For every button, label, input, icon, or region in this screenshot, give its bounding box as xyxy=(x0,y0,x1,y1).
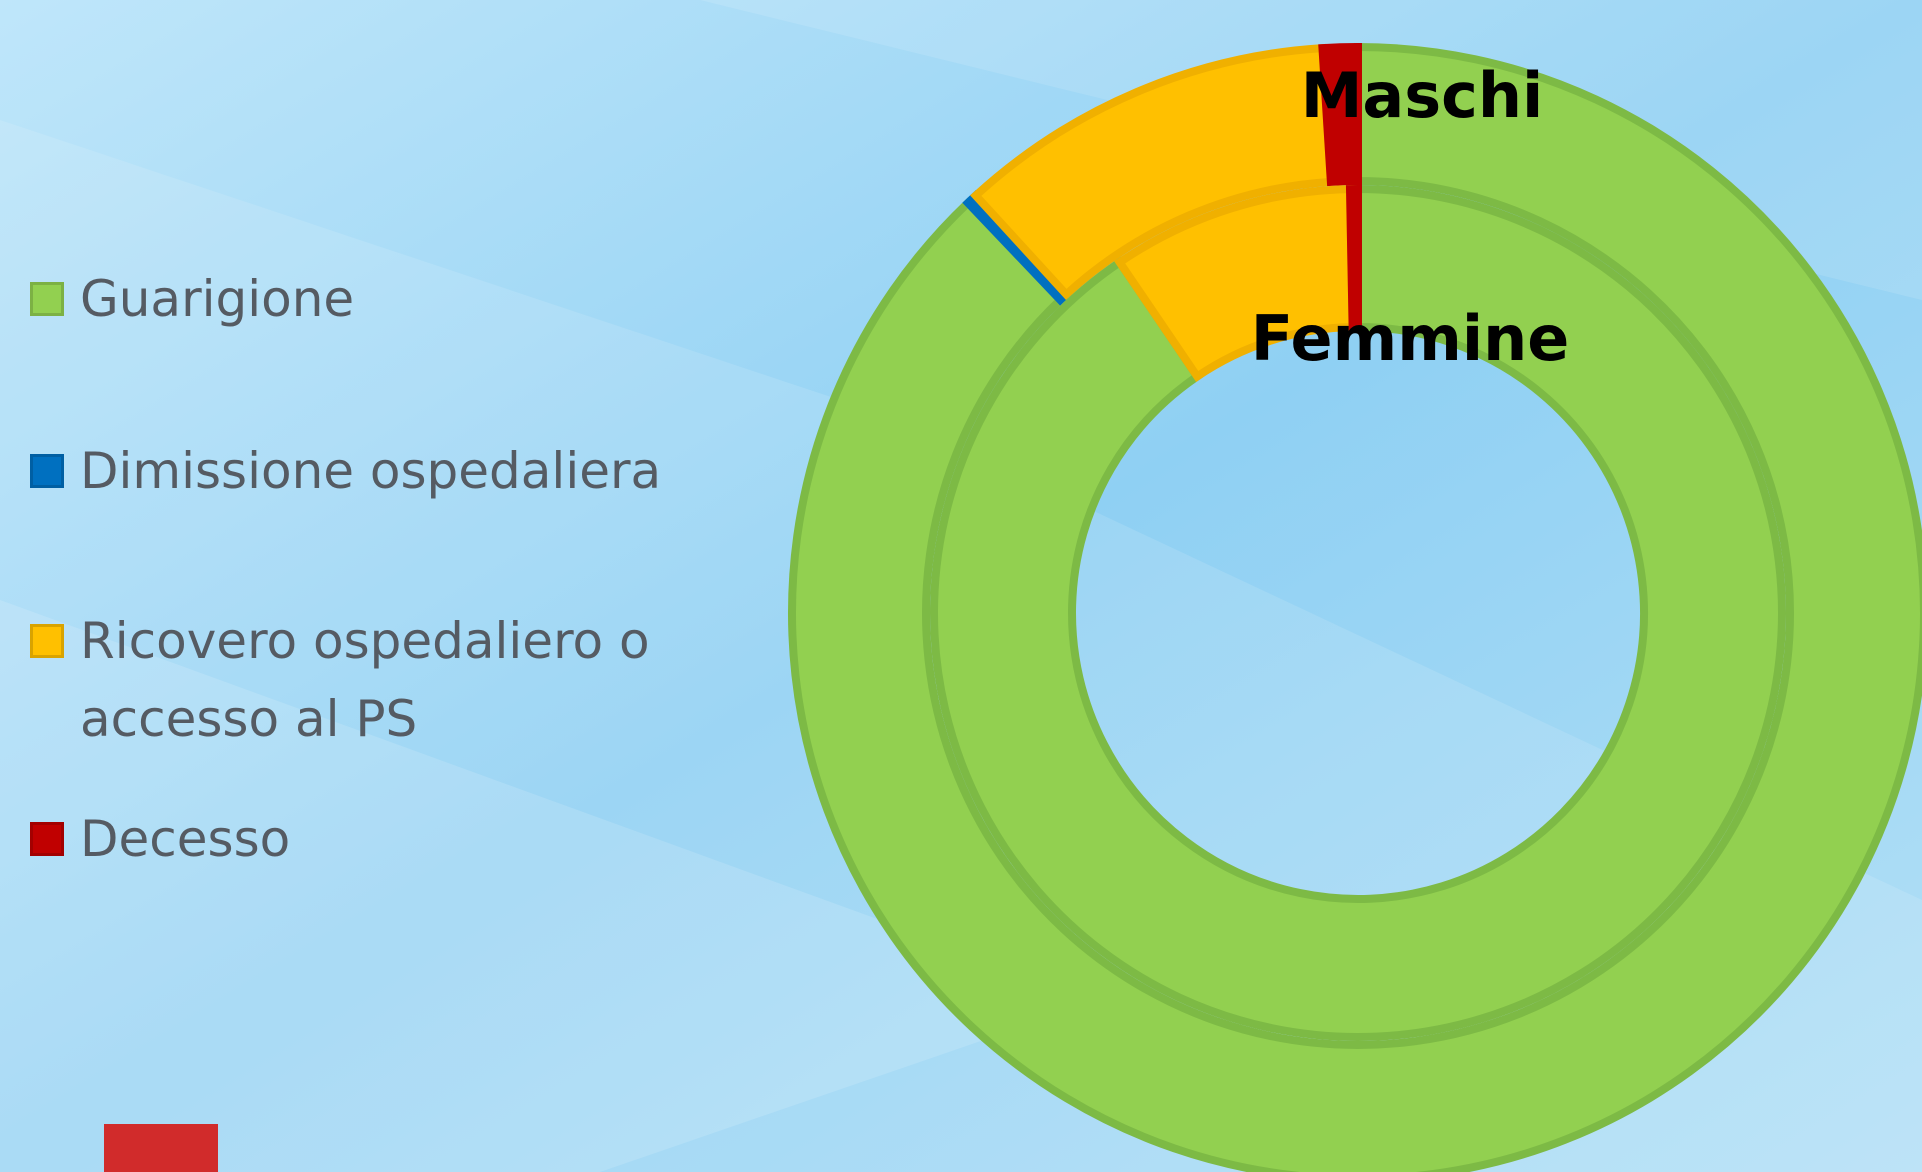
series-label: Femmine xyxy=(1251,302,1570,375)
series-label: Maschi xyxy=(1301,59,1544,132)
legend-label: Ricovero ospedaliero o accesso al PS xyxy=(80,612,650,748)
legend-swatch xyxy=(30,282,64,316)
donut-segment xyxy=(930,184,1787,1041)
legend-swatch xyxy=(30,822,64,856)
donut-segment xyxy=(1345,184,1362,332)
decor-square xyxy=(104,1124,218,1172)
legend-item: Ricovero ospedaliero o accesso al PS xyxy=(30,612,680,758)
legend-swatch xyxy=(30,454,64,488)
donut-segment xyxy=(788,42,1922,1172)
legend-swatch xyxy=(30,624,64,658)
legend-item: Guarigione xyxy=(30,270,700,338)
legend-item: Decesso xyxy=(30,810,700,878)
legend-label: Guarigione xyxy=(80,270,355,328)
donut-segment xyxy=(1318,42,1362,187)
background-shape xyxy=(0,600,1100,1172)
legend-label: Dimissione ospedaliera xyxy=(80,442,662,500)
legend-label: Decesso xyxy=(80,810,291,868)
legend-item: Dimissione ospedaliera xyxy=(30,442,700,510)
